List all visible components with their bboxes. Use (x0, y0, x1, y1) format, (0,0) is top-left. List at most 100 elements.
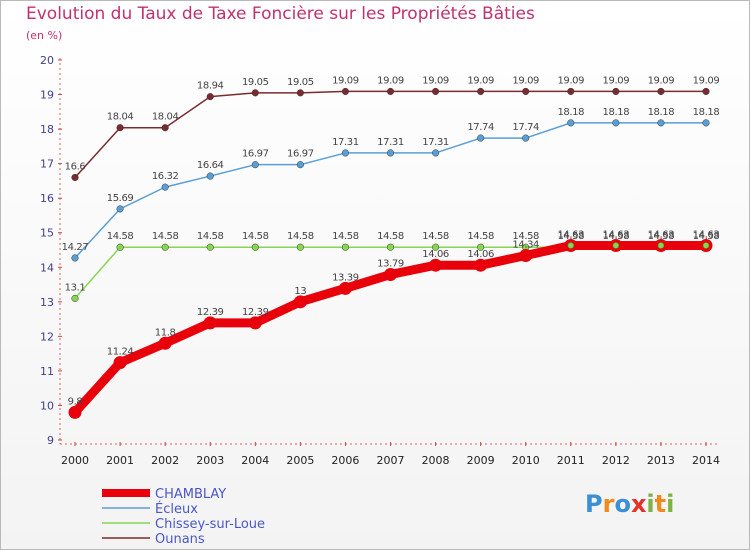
data-point (341, 243, 349, 251)
data-point (248, 316, 262, 330)
overlap-marker (702, 242, 710, 249)
chart-axes: 9 10 11 12 13 14 15 16 17 18 19 20 2000 2001 2002 2003 2… (40, 54, 720, 467)
data-point (519, 249, 533, 263)
series-chamblay (68, 239, 713, 419)
data-label: 18.94 (197, 81, 224, 92)
y-tick-label: 20 (40, 54, 54, 67)
y-tick-label: 9 (47, 434, 54, 447)
logo-letter: r (602, 490, 615, 518)
logo-letter: i (646, 490, 655, 518)
y-tick-label: 15 (40, 227, 54, 240)
data-label: 19.09 (332, 75, 359, 86)
legend-label: Chissey-sur-Loue (155, 517, 265, 532)
x-tick-label: 2010 (512, 454, 540, 467)
y-tick-label: 18 (40, 123, 54, 136)
logo-letter: o (614, 490, 631, 518)
data-label: 13 (294, 286, 306, 297)
data-point (567, 119, 575, 127)
logo-letter: t (654, 490, 667, 518)
logo-letter: i (666, 490, 675, 518)
data-point (612, 119, 620, 127)
data-label: 14.58 (467, 231, 494, 242)
data-label: 11.24 (107, 347, 134, 358)
data-label: 14.58 (603, 231, 630, 242)
data-label: 14.27 (62, 242, 89, 253)
x-tick-label: 2009 (467, 454, 495, 467)
data-point (522, 134, 530, 142)
data-point (251, 89, 259, 97)
data-label: 14.58 (152, 231, 179, 242)
data-label: 18.04 (152, 112, 179, 123)
data-point (386, 149, 395, 157)
data-point (386, 243, 395, 251)
y-tick-label: 10 (40, 399, 54, 412)
data-point (113, 356, 127, 370)
data-label: 12.39 (197, 307, 224, 318)
data-point (251, 161, 259, 169)
data-point (432, 243, 440, 251)
data-point (158, 336, 172, 350)
data-label: 14.58 (693, 231, 720, 242)
y-tick-label: 11 (40, 365, 54, 378)
data-point (386, 87, 395, 95)
chart-title: Evolution du Taux de Taxe Foncière sur l… (26, 4, 535, 24)
data-label: 19.09 (648, 75, 675, 86)
data-label: 14.58 (242, 231, 269, 242)
legend-label: CHAMBLAY (155, 487, 226, 502)
data-point (161, 183, 169, 191)
x-tick-label: 2013 (647, 454, 675, 467)
data-label: 11.8 (155, 327, 176, 338)
data-label: 14.58 (557, 231, 584, 242)
chart-data-labels: 16.6 18.04 18.04 18.94 19.05 19.05 19.09 19.09 1… (62, 75, 720, 407)
data-label: 14.58 (287, 231, 314, 242)
x-tick-label: 2004 (241, 454, 269, 467)
data-point (296, 89, 304, 97)
data-label: 16.6 (65, 161, 86, 172)
data-label: 19.05 (287, 77, 314, 88)
y-tick-label: 17 (40, 158, 54, 171)
data-point (477, 87, 485, 95)
data-point (474, 258, 488, 272)
data-point (432, 87, 440, 95)
data-label: 18.18 (693, 107, 720, 118)
data-label: 14.63 (693, 230, 720, 241)
data-point (341, 87, 349, 95)
x-tick-label: 2006 (331, 454, 359, 467)
x-tick-label: 2012 (602, 454, 630, 467)
data-point (206, 93, 214, 101)
data-label: 14.58 (648, 231, 675, 242)
data-label: 17.74 (467, 122, 494, 133)
data-label: 9.8 (68, 396, 83, 407)
chart-series (68, 87, 713, 419)
data-point (206, 243, 214, 251)
data-point (477, 243, 485, 251)
x-tick-label: 2008 (422, 454, 450, 467)
data-label: 14.06 (422, 249, 449, 260)
y-tick-label: 16 (40, 192, 54, 205)
y-tick-label: 13 (40, 296, 54, 309)
x-tick-label: 2003 (196, 454, 224, 467)
overlap-marker (567, 242, 575, 249)
x-tick-label: 2011 (557, 454, 585, 467)
data-label: 15.69 (107, 193, 134, 204)
data-label: 18.18 (557, 107, 584, 118)
data-point (296, 243, 304, 251)
logo-letter: P (585, 490, 603, 518)
data-point (429, 258, 443, 272)
data-point (296, 161, 304, 169)
data-label: 14.58 (197, 231, 224, 242)
data-point (71, 254, 79, 262)
overlap-marker (657, 242, 665, 249)
data-point (71, 294, 79, 302)
series-line (74, 90, 707, 179)
data-point (567, 87, 575, 95)
data-label: 17.31 (422, 137, 449, 148)
y-tick-label: 12 (40, 330, 54, 343)
y-tick-label: 14 (40, 261, 54, 274)
data-label: 19.09 (422, 75, 449, 86)
data-label: 19.09 (603, 75, 630, 86)
legend-label: Ounans (155, 532, 205, 547)
data-point (71, 173, 79, 182)
data-label: 16.97 (242, 149, 269, 160)
